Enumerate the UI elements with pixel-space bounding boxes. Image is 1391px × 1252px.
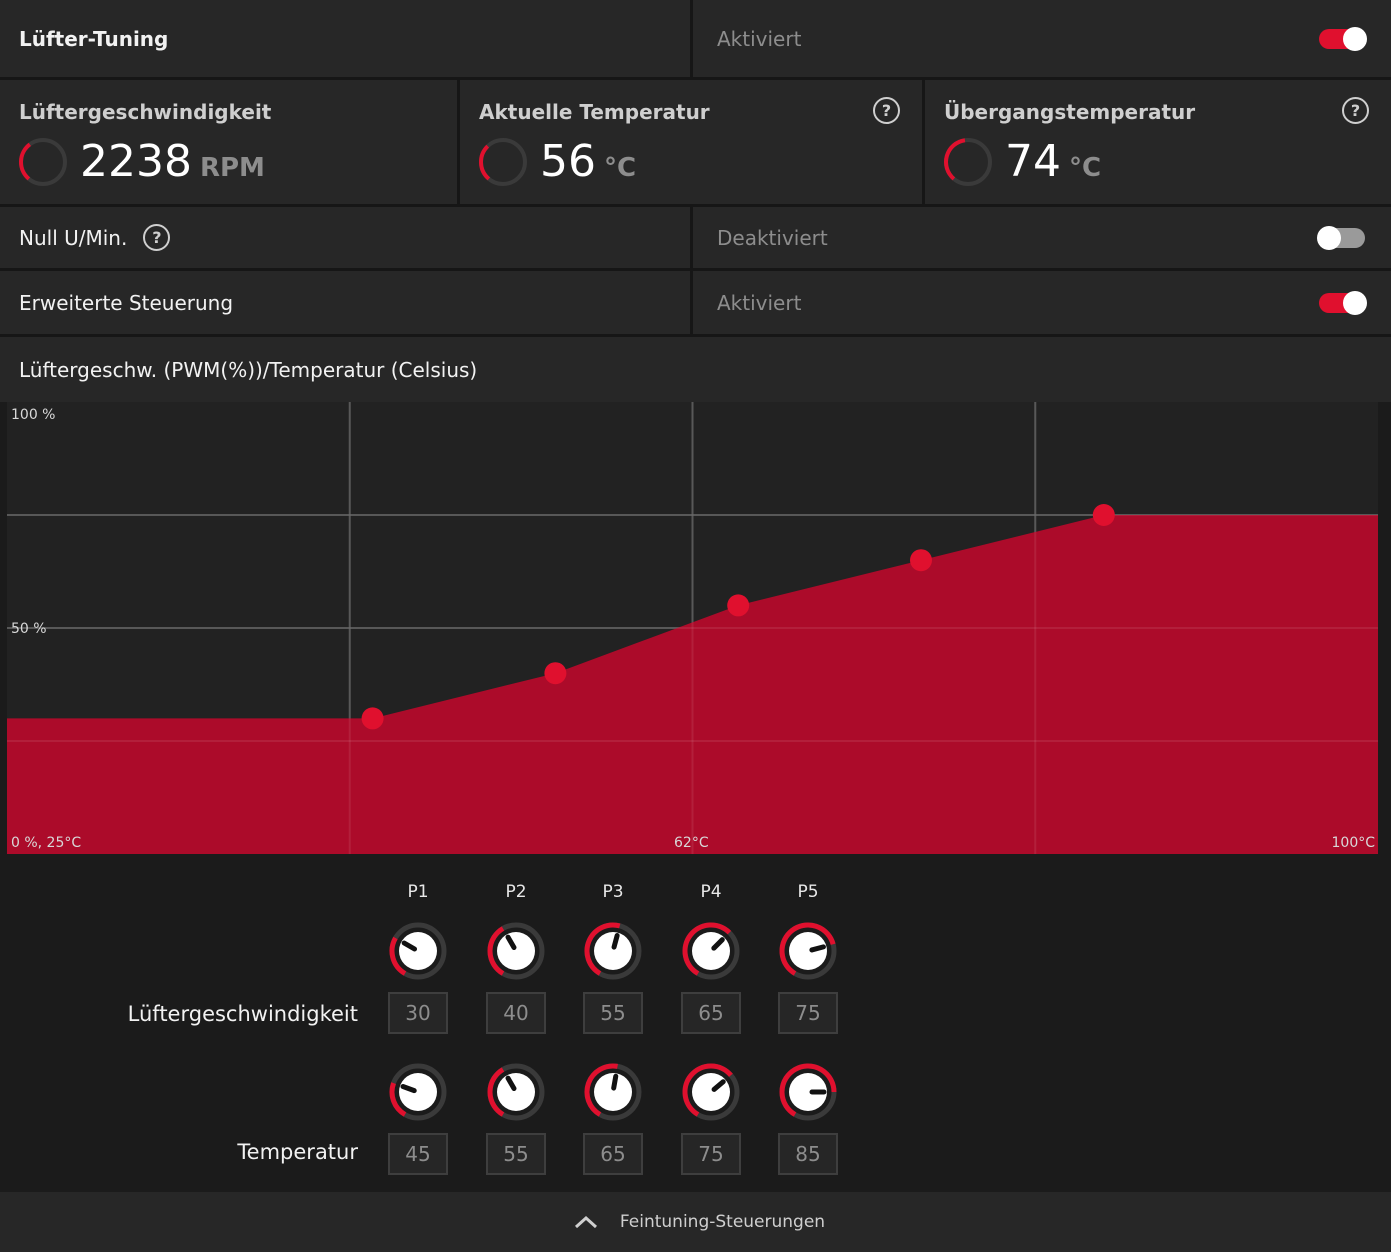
fan-speed-gauge-icon: [19, 138, 67, 186]
curve-title-row: Lüftergeschw. (PWM(%))/Temperatur (Celsi…: [0, 337, 1391, 402]
temp-row-label: Temperatur: [237, 1140, 358, 1164]
speed-input-p1[interactable]: 30: [388, 992, 448, 1034]
advanced-control-row: Erweiterte Steuerung Aktiviert: [0, 271, 1391, 334]
zero-rpm-row: Null U/Min. ? Deaktiviert: [0, 207, 1391, 268]
chart-plot-area: [7, 402, 1378, 854]
curve-point-p1[interactable]: [361, 707, 384, 730]
fan-tuning-title: Lüfter-Tuning: [19, 26, 169, 51]
temp-knob-p1[interactable]: [388, 1062, 448, 1122]
fan-speed-value: 2238: [80, 136, 192, 187]
speed-row-label: Lüftergeschwindigkeit: [127, 1002, 358, 1026]
speed-knob-p5[interactable]: [778, 921, 838, 981]
fan-curve-area: [7, 515, 1378, 854]
junction-temp-unit: °C: [1069, 153, 1102, 183]
fan-tuning-state: Aktiviert: [717, 26, 802, 51]
toggle-knob: [1343, 290, 1367, 315]
speed-knob-p2[interactable]: [486, 921, 546, 981]
zero-rpm-toggle[interactable]: [1317, 225, 1365, 250]
fan-tuning-row: Lüfter-Tuning Aktiviert: [0, 0, 1391, 77]
point-header-5: P5: [797, 882, 819, 902]
advanced-control-state: Aktiviert: [717, 290, 802, 315]
speed-input-p4[interactable]: 65: [681, 992, 741, 1034]
speed-input-p2[interactable]: 40: [486, 992, 546, 1034]
metric-value: 2238 RPM: [80, 136, 265, 187]
fine-tuning-label[interactable]: Feintuning-Steuerungen: [619, 1212, 826, 1232]
advanced-label-cell: Erweiterte Steuerung: [0, 271, 690, 334]
metrics-row: Lüftergeschwindigkeit 2238 RPM Aktuelle T…: [0, 80, 1391, 204]
metric-fan-speed: Lüftergeschwindigkeit 2238 RPM: [0, 80, 457, 204]
zero-rpm-label-cell: Null U/Min. ?: [0, 207, 690, 268]
zero-rpm-state-cell: Deaktiviert: [693, 207, 1391, 268]
toggle-knob: [1317, 225, 1341, 250]
speed-input-p5[interactable]: 75: [778, 992, 838, 1034]
advanced-state-cell: Aktiviert: [693, 271, 1391, 334]
curve-point-p2[interactable]: [544, 662, 567, 685]
fan-tuning-toggle[interactable]: [1319, 26, 1367, 51]
point-header-4: P4: [700, 882, 722, 902]
metric-current-temp: Aktuelle Temperatur ? 56 °C: [460, 80, 922, 204]
point-header-3: P3: [602, 882, 624, 902]
help-icon[interactable]: ?: [143, 224, 171, 251]
chevron-up-icon[interactable]: [566, 1207, 606, 1237]
metric-title: Übergangstemperatur: [944, 100, 1196, 124]
zero-rpm-state: Deaktiviert: [717, 225, 828, 250]
axis-origin-label: 0 %, 25°C: [11, 835, 82, 851]
temp-input-p2[interactable]: 55: [486, 1133, 546, 1175]
x-axis-mid-label: 62°C: [674, 835, 709, 851]
speed-input-p3[interactable]: 55: [583, 992, 643, 1034]
fan-tuning-label-cell: Lüfter-Tuning: [0, 0, 690, 77]
curve-point-p4[interactable]: [910, 549, 932, 572]
metric-title: Aktuelle Temperatur: [479, 100, 710, 124]
temp-knob-p5[interactable]: [778, 1062, 838, 1122]
point-header-2: P2: [505, 882, 527, 902]
zero-rpm-label: Null U/Min.: [19, 225, 128, 250]
temp-knob-p4[interactable]: [681, 1062, 741, 1122]
fan-curve-chart: 100 % 50 % 0 %, 25°C 62°C 100°C: [0, 402, 1391, 854]
metric-title: Lüftergeschwindigkeit: [19, 100, 272, 124]
y-axis-mid-label: 50 %: [11, 621, 47, 637]
fan-curve-svg: [7, 402, 1378, 854]
curve-point-p5[interactable]: [1092, 504, 1115, 526]
curve-title-cell: Lüftergeschw. (PWM(%))/Temperatur (Celsi…: [0, 337, 1391, 402]
current-temp-value: 56: [540, 136, 596, 187]
speed-knob-p4[interactable]: [681, 921, 741, 981]
current-temp-unit: °C: [604, 153, 637, 183]
temp-knob-p2[interactable]: [486, 1062, 546, 1122]
temp-input-p3[interactable]: 65: [583, 1133, 643, 1175]
fan-tuning-state-cell: Aktiviert: [693, 0, 1391, 77]
speed-knob-p3[interactable]: [583, 921, 643, 981]
fan-speed-unit: RPM: [199, 153, 265, 183]
current-temp-gauge-icon: [479, 138, 527, 186]
metric-value: 56 °C: [540, 136, 636, 187]
x-axis-max-label: 100°C: [1331, 835, 1376, 851]
temp-knob-p3[interactable]: [583, 1062, 643, 1122]
toggle-knob: [1343, 26, 1367, 51]
advanced-control-toggle[interactable]: [1319, 290, 1367, 315]
temp-input-p4[interactable]: 75: [681, 1133, 741, 1175]
curve-point-p3[interactable]: [727, 594, 750, 617]
junction-temp-gauge-icon: [944, 138, 992, 186]
speed-knob-p1[interactable]: [388, 921, 448, 981]
y-axis-max-label: 100 %: [11, 407, 56, 423]
curve-title: Lüftergeschw. (PWM(%))/Temperatur (Celsi…: [19, 357, 478, 382]
temp-input-p5[interactable]: 85: [778, 1133, 838, 1175]
help-icon[interactable]: ?: [873, 97, 900, 124]
help-icon[interactable]: ?: [1342, 97, 1369, 124]
point-header-1: P1: [407, 882, 429, 902]
fine-tuning-footer[interactable]: Feintuning-Steuerungen: [0, 1192, 1391, 1252]
metric-value: 74 °C: [1005, 136, 1101, 187]
junction-temp-value: 74: [1005, 136, 1061, 187]
metric-junction-temp: Übergangstemperatur ? 74 °C: [925, 80, 1391, 204]
temp-input-p1[interactable]: 45: [388, 1133, 448, 1175]
advanced-control-label: Erweiterte Steuerung: [19, 290, 234, 315]
